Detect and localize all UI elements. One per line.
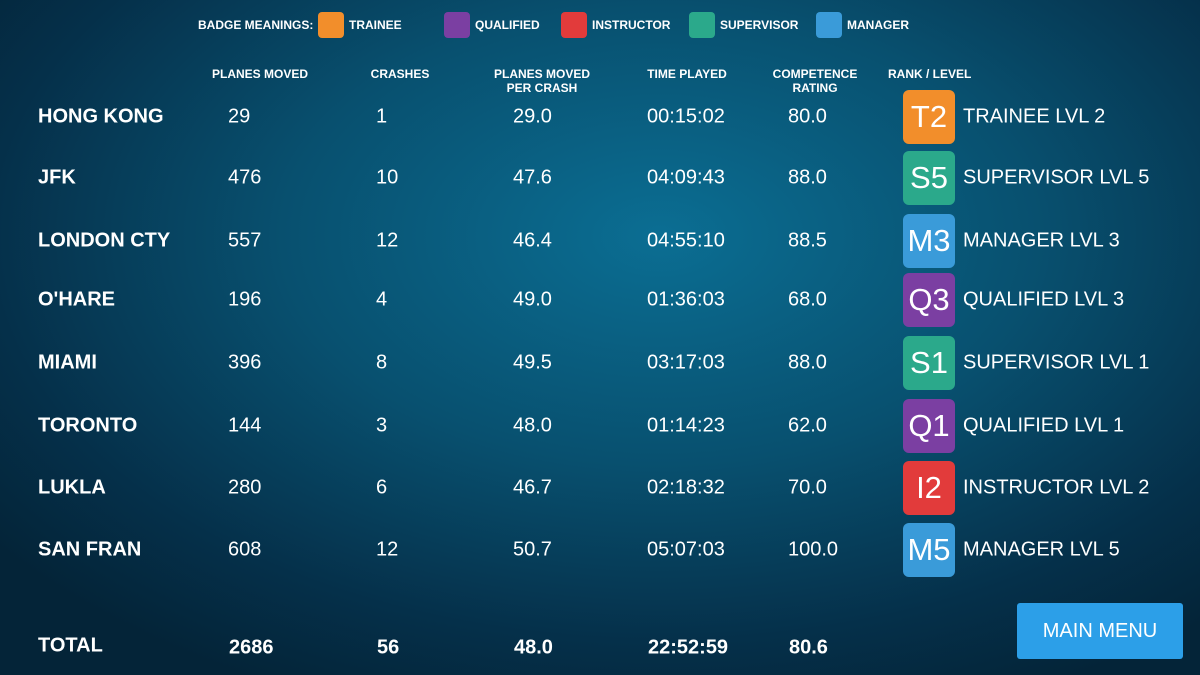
legend-swatch [816,12,842,38]
stat-cell: 02:18:32 [647,476,725,499]
airport-name: TORONTO [38,414,138,437]
stat-cell: 48.0 [513,414,552,437]
stat-cell: 80.0 [788,105,827,128]
stat-cell: 4 [376,288,388,311]
stat-cell: 04:55:10 [647,229,725,252]
stat-cell: 49.5 [513,351,552,374]
rank-badge: S5 [903,151,955,205]
stat-cell: 396 [228,351,262,374]
column-header: COMPETENCE RATING [772,67,858,95]
stat-cell: 144 [228,414,262,437]
stat-cell: 1 [376,105,388,128]
rank-label: SUPERVISOR LVL 1 [963,351,1150,374]
stat-cell: 03:17:03 [647,351,725,374]
rank-badge: M5 [903,523,955,577]
stat-cell: 3 [376,414,388,437]
stat-cell: 8 [376,351,388,374]
rank-label: MANAGER LVL 5 [963,538,1120,561]
main-menu-button[interactable]: MAIN MENU [1017,603,1183,659]
legend-swatch [444,12,470,38]
stat-cell: 05:07:03 [647,538,725,561]
airport-name: O'HARE [38,288,115,311]
stat-cell: 49.0 [513,288,552,311]
stat-cell: 47.6 [513,166,552,189]
rank-label: TRAINEE LVL 2 [963,105,1106,128]
stat-cell: 88.5 [788,229,827,252]
airport-name: LONDON CTY [38,229,171,252]
stat-cell: 608 [228,538,262,561]
airport-name: LUKLA [38,476,106,499]
rank-label: QUALIFIED LVL 3 [963,288,1125,311]
rank-label: INSTRUCTOR LVL 2 [963,476,1150,499]
total-label: TOTAL [38,634,103,657]
stat-cell: 29.0 [513,105,552,128]
stat-cell: 29 [228,105,251,128]
column-header: CRASHES [370,67,430,81]
stat-cell: 12 [376,538,399,561]
total-cell: 48.0 [514,636,553,659]
legend-label: MANAGER [847,18,909,32]
stat-cell: 01:36:03 [647,288,725,311]
airport-name: JFK [38,166,76,189]
stat-cell: 12 [376,229,399,252]
legend-label: QUALIFIED [475,18,540,32]
airport-name: SAN FRAN [38,538,142,561]
legend-swatch [689,12,715,38]
column-header: RANK / LEVEL [888,67,972,81]
stat-cell: 476 [228,166,262,189]
rank-label: MANAGER LVL 3 [963,229,1120,252]
column-header: TIME PLAYED [647,67,727,81]
stat-cell: 557 [228,229,262,252]
stat-cell: 70.0 [788,476,827,499]
stat-cell: 280 [228,476,262,499]
legend-label: SUPERVISOR [720,18,799,32]
rank-badge: M3 [903,214,955,268]
rank-badge: Q1 [903,399,955,453]
stat-cell: 50.7 [513,538,552,561]
stat-cell: 00:15:02 [647,105,725,128]
stat-cell: 68.0 [788,288,827,311]
stat-cell: 04:09:43 [647,166,725,189]
rank-badge: Q3 [903,273,955,327]
legend-title: BADGE MEANINGS: [198,18,314,32]
stat-cell: 01:14:23 [647,414,725,437]
stat-cell: 100.0 [788,538,839,561]
column-header: PLANES MOVED PER CRASH [493,67,590,95]
total-cell: 80.6 [789,636,828,659]
stat-cell: 46.7 [513,476,552,499]
stat-cell: 196 [228,288,262,311]
airport-name: HONG KONG [38,105,164,128]
rank-label: SUPERVISOR LVL 5 [963,166,1150,189]
stat-cell: 46.4 [513,229,552,252]
rank-label: QUALIFIED LVL 1 [963,414,1125,437]
stat-cell: 62.0 [788,414,827,437]
airport-name: MIAMI [38,351,97,374]
legend-swatch [318,12,344,38]
rank-badge: T2 [903,90,955,144]
stat-cell: 6 [376,476,388,499]
total-cell: 22:52:59 [648,636,729,659]
column-header: PLANES MOVED [211,67,308,81]
stat-cell: 88.0 [788,166,827,189]
total-cell: 56 [377,636,400,659]
total-cell: 2686 [229,636,274,659]
legend-label: TRAINEE [349,18,402,32]
legend-label: INSTRUCTOR [592,18,671,32]
rank-badge: S1 [903,336,955,390]
rank-badge: I2 [903,461,955,515]
stat-cell: 88.0 [788,351,827,374]
legend-swatch [561,12,587,38]
stat-cell: 10 [376,166,399,189]
